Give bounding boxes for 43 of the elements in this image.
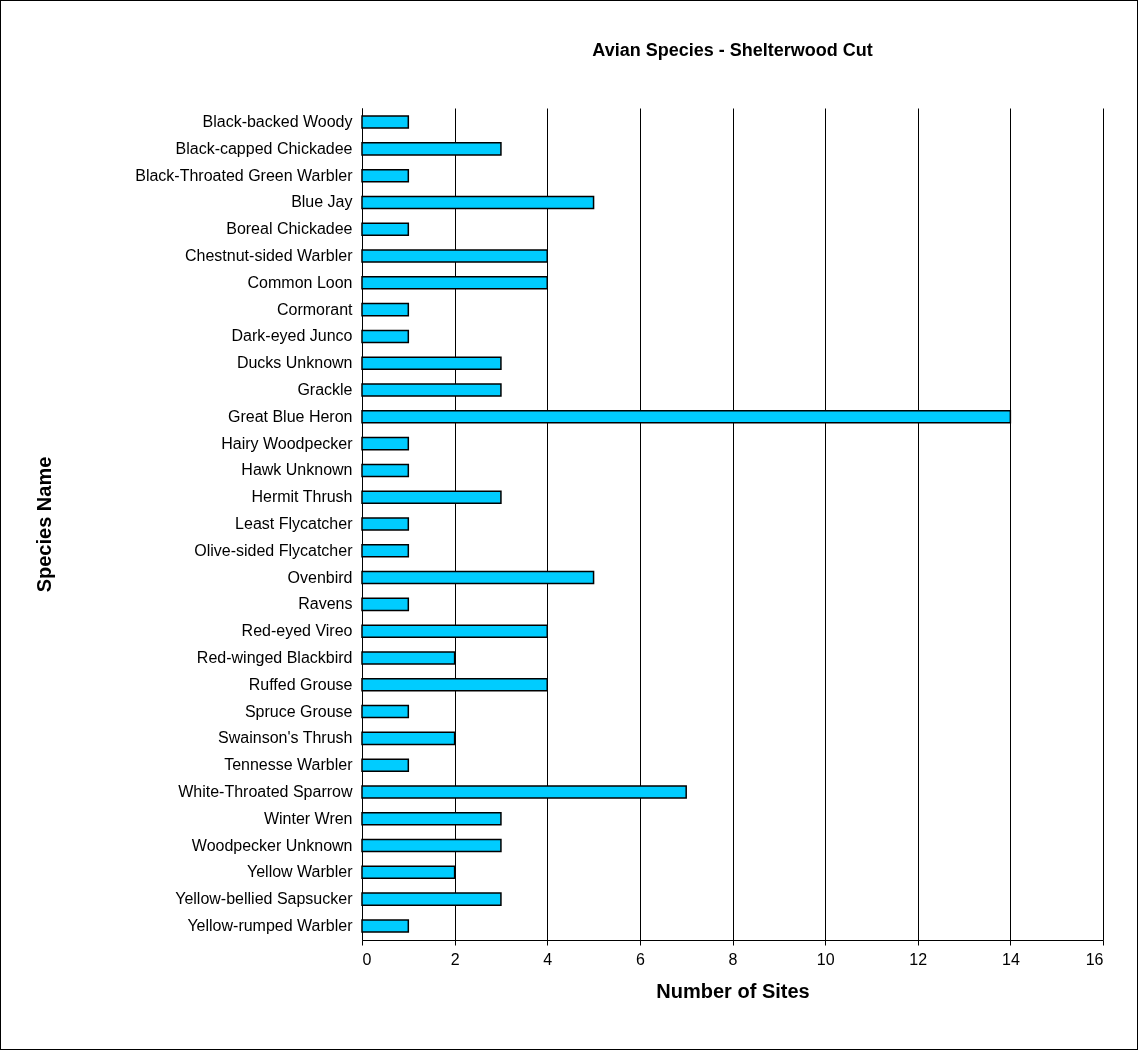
y-tick-label: Red-eyed Vireo [241,622,353,640]
y-tick-label: Winter Wren [263,809,353,827]
y-tick-label: Red-winged Blackbird [196,648,353,666]
y-tick-label: Great Blue Heron [227,407,353,425]
y-axis-title: Species Name [32,456,55,593]
x-tick-label: 10 [816,950,835,968]
x-tick-label: 2 [450,950,460,968]
y-tick-label: Blue Jay [291,193,353,211]
y-tick-label: Boreal Chickadee [226,220,353,238]
x-tick-label: 16 [1085,950,1104,968]
x-tick-label: 12 [909,950,928,968]
x-tick-label: 0 [362,950,372,968]
y-tick-label: Black-Throated Green Warbler [135,166,354,184]
y-tick-label: Cormorant [276,300,354,318]
y-tick-label: Swainson's Thrush [218,729,353,747]
y-tick-label: Spruce Grouse [244,702,353,720]
y-tick-label: Hawk Unknown [241,461,353,479]
y-tick-label: Olive-sided Flycatcher [194,541,354,559]
y-tick-label: Black-capped Chickadee [175,139,353,157]
y-tick-label: White-Throated Sparrow [178,782,353,800]
y-tick-label: Yellow Warbler [246,863,354,881]
y-tick-label: Ducks Unknown [236,354,353,372]
y-tick-label: Hermit Thrush [251,488,353,506]
x-tick-label: 14 [1001,950,1020,968]
y-tick-label: Ravens [298,595,353,613]
x-tick-label: 4 [543,950,553,968]
y-tick-label: Common Loon [247,273,353,291]
x-tick-label: 6 [635,950,645,968]
y-tick-label: Black-backed Woody [202,113,353,131]
y-tick-label: Chestnut-sided Warbler [185,247,354,265]
y-tick-label: Hairy Woodpecker [221,434,354,452]
y-tick-label: Yellow-rumped Warbler [187,916,354,934]
y-tick-label: Tennesse Warbler [224,756,354,774]
y-tick-label: Yellow-bellied Sapsucker [175,890,354,908]
y-tick-label: Grackle [297,381,353,399]
y-tick-label: Woodpecker Unknown [191,836,353,854]
x-tick-label: 8 [728,950,738,968]
y-tick-label: Dark-eyed Junco [231,327,353,345]
x-axis-title: Number of Sites [656,979,810,1002]
y-tick-label: Ovenbird [287,568,353,586]
chart-title: Avian Species - Shelterwood Cut [592,40,873,60]
y-tick-label: Ruffed Grouse [248,675,353,693]
y-tick-label: Least Flycatcher [235,515,354,532]
